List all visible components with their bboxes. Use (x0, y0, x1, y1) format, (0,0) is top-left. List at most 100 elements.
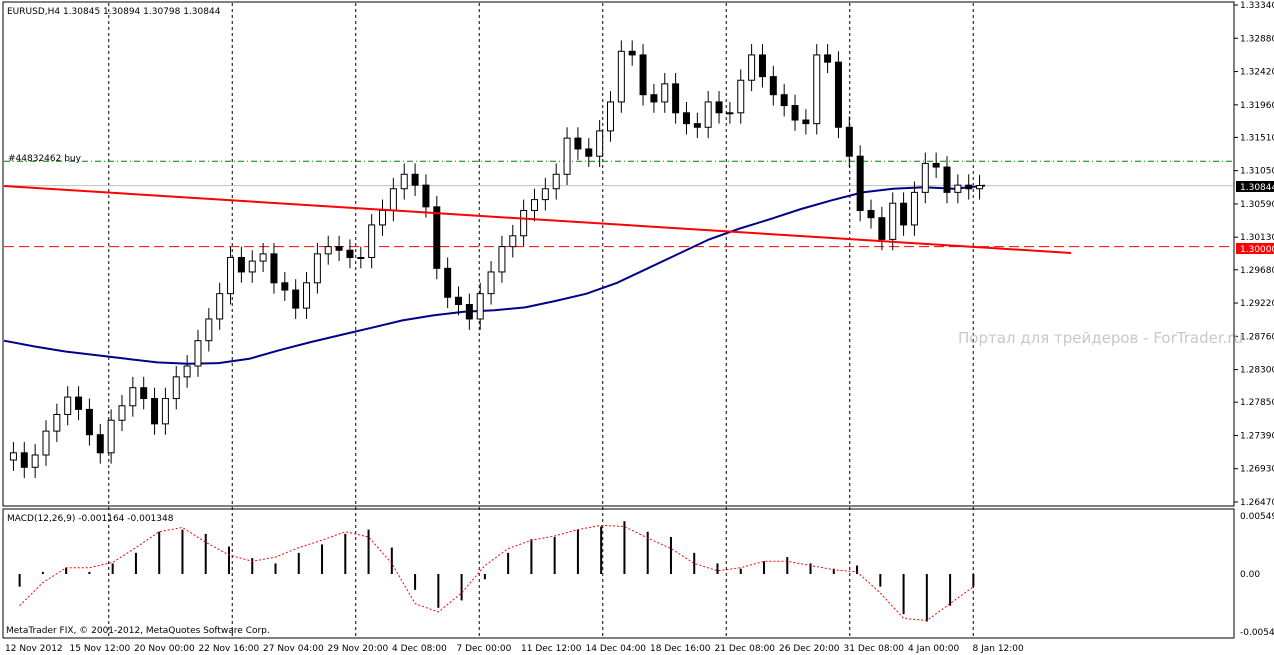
candle-body (845, 126, 853, 157)
candle-body (769, 76, 777, 96)
candle-body (259, 253, 267, 262)
candle-body (856, 155, 864, 211)
candle-body (639, 54, 647, 96)
candle-body (932, 162, 940, 168)
order-label: #44832462 buy (8, 154, 82, 164)
macd-bar (902, 574, 905, 615)
candle-body (85, 408, 93, 436)
time-tick-label: 31 Dec 08:00 (844, 644, 905, 654)
price-tick-label: 1.31960 (1240, 101, 1274, 111)
price-tick-label: 1.30590 (1240, 200, 1274, 210)
time-tick-label: 20 Nov 00:00 (134, 644, 195, 654)
macd-bar (18, 574, 21, 587)
price-tick-label: 1.33340 (1240, 1, 1274, 11)
candle-body (758, 54, 766, 78)
copyright: MetaTrader FIX, © 2001-2012, MetaQuotes … (6, 626, 270, 636)
candle-body (476, 293, 484, 320)
macd-bar (274, 563, 277, 574)
candle-body (563, 137, 571, 175)
macd-bar (786, 557, 789, 574)
time-tick-label: 4 Dec 08:00 (392, 644, 447, 654)
candle-body (183, 365, 191, 378)
candle-body (878, 217, 886, 240)
candle-body (281, 282, 289, 291)
candle-body (791, 105, 799, 121)
candle-body (780, 94, 788, 107)
macd-frame (2, 508, 1235, 639)
candle-body (596, 130, 604, 157)
candle-body (42, 430, 50, 456)
candle-body (976, 185, 984, 190)
candle-body (248, 260, 256, 273)
price-tick-label: 1.26930 (1240, 465, 1274, 475)
price-tick-label: 1.28300 (1240, 366, 1274, 376)
candle-body (96, 434, 104, 454)
candle-body (368, 224, 376, 258)
candle-body (606, 101, 614, 132)
candle-body (682, 112, 690, 125)
candle-body (910, 191, 918, 226)
candle-body (585, 148, 593, 157)
macd-bar (390, 547, 393, 574)
candle-body (498, 246, 506, 273)
macd-bar (832, 568, 835, 574)
macd-bar (949, 574, 952, 606)
macd-bar (879, 574, 882, 587)
candle-body (455, 296, 463, 306)
macd-bar (972, 574, 975, 587)
time-tick-label: 22 Nov 16:00 (199, 644, 260, 654)
candle-body (867, 209, 875, 219)
candle-body (715, 101, 723, 114)
candle-body (574, 137, 582, 150)
candle-body (9, 452, 17, 461)
macd-bar (646, 531, 649, 574)
candle-body (672, 83, 680, 114)
candle-body (802, 119, 810, 125)
candle-body (357, 256, 365, 259)
candle-body (107, 419, 115, 454)
candle-body (552, 173, 560, 190)
candle-body (129, 387, 137, 407)
macd-tick-label: 0.00549 (1240, 512, 1274, 522)
macd-bar (251, 558, 254, 574)
price-tick-label: 1.27390 (1240, 431, 1274, 441)
macd-signal-line (19, 524, 974, 622)
candle-body (509, 235, 517, 248)
candle-body (444, 267, 452, 298)
candle-body (487, 271, 495, 295)
price-tick-label: 1.29220 (1240, 299, 1274, 309)
trend-line[interactable] (3, 185, 1072, 254)
watermark: Портал для трейдеров - ForTrader.ru (958, 329, 1243, 347)
candle-body (151, 398, 159, 425)
macd-bar (739, 568, 742, 574)
candle-body (118, 405, 126, 421)
price-tick-label: 1.32420 (1240, 68, 1274, 78)
macd-bar (623, 521, 626, 574)
candle-body (389, 188, 397, 211)
candle-body (530, 199, 538, 211)
time-tick-label: 15 Nov 12:00 (70, 644, 131, 654)
macd-histogram: 0.00549 0.00 -0.00549 (18, 512, 1274, 638)
price-axis: 1.33340 1.32880 1.32420 1.31960 1.31510 1.310… (1234, 1, 1274, 508)
price-levels (4, 160, 1233, 248)
price-tick-label: 1.29680 (1240, 266, 1274, 276)
candle-body (303, 282, 311, 309)
time-tick-label: 11 Dec 12:00 (521, 644, 582, 654)
macd-bar (367, 529, 370, 574)
time-axis: 12 Nov 2012 15 Nov 12:00 20 Nov 00:00 22 No… (5, 644, 1024, 654)
macd-bar (65, 567, 68, 574)
price-tick-label: 1.26470 (1240, 498, 1274, 508)
candle-body (954, 184, 962, 193)
macd-bar (344, 533, 347, 574)
candle-body (943, 166, 951, 193)
candle-body (194, 340, 202, 367)
candle-body (834, 61, 842, 128)
macd-bar (134, 552, 137, 574)
macd-tick-label: -0.00549 (1240, 628, 1274, 638)
candle-body (628, 50, 636, 56)
macd-bar (925, 574, 928, 622)
macd-bar (553, 537, 556, 574)
price-tick-label: 1.28760 (1240, 332, 1274, 342)
candles (9, 40, 984, 479)
